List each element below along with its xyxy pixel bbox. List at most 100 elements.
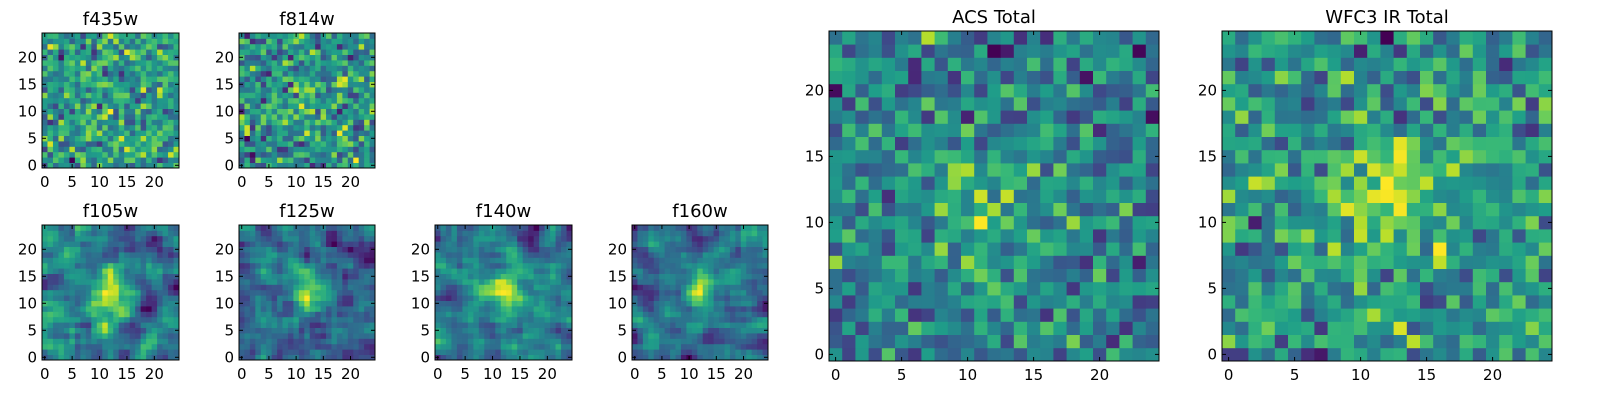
- heatmap-cell: [478, 338, 485, 345]
- heatmap-cell: [364, 92, 370, 99]
- heatmap-cell: [1235, 229, 1249, 243]
- heatmap-cell: [1053, 229, 1067, 243]
- heatmap-cell: [1222, 189, 1236, 203]
- heatmap-cell: [506, 289, 513, 296]
- heatmap-cell: [80, 284, 87, 291]
- heatmap-cell: [456, 268, 463, 274]
- heatmap-cell: [358, 124, 365, 131]
- heatmap-cell: [842, 334, 856, 349]
- heatmap-cell: [102, 130, 109, 136]
- heatmap-cell: [315, 119, 321, 126]
- heatmap-cell: [102, 33, 109, 39]
- heatmap-cell: [69, 49, 76, 55]
- heatmap-cell: [868, 110, 883, 124]
- heatmap-cell: [974, 347, 988, 362]
- heatmap-cell: [304, 157, 311, 163]
- heatmap-cell: [1119, 44, 1133, 58]
- heatmap-cell: [47, 327, 54, 334]
- heatmap-cell: [271, 225, 278, 231]
- heatmap-cell: [157, 33, 163, 39]
- heatmap-cell: [298, 119, 305, 126]
- heatmap-cell: [80, 70, 87, 77]
- heatmap-cell: [1261, 347, 1276, 362]
- heatmap-cell: [168, 141, 174, 147]
- heatmap-cell: [1093, 334, 1107, 349]
- heatmap-cell: [255, 284, 262, 291]
- heatmap-cell: [315, 49, 321, 55]
- heatmap-cell: [1261, 149, 1276, 164]
- heatmap-cell: [1093, 281, 1107, 296]
- heatmap-cell: [282, 124, 289, 131]
- heatmap-cell: [751, 246, 758, 253]
- heatmap-cell: [69, 295, 76, 301]
- heatmap-cell: [1354, 281, 1368, 296]
- heatmap-cell: [632, 252, 638, 258]
- heatmap-cell: [140, 92, 147, 99]
- heatmap-cell: [757, 349, 763, 355]
- heatmap-cell: [249, 81, 256, 88]
- heatmap-cell: [751, 241, 758, 247]
- heatmap-cell: [435, 279, 441, 285]
- heatmap-cell: [293, 349, 300, 355]
- heatmap-cell: [140, 235, 147, 242]
- heatmap-cell: [69, 268, 76, 274]
- heatmap-cell: [1314, 242, 1328, 256]
- heatmap-cell: [336, 311, 343, 318]
- heatmap-cell: [266, 49, 273, 55]
- heatmap-cell: [451, 343, 458, 350]
- heatmap-cell: [566, 311, 573, 318]
- heatmap-cell: [1248, 268, 1262, 283]
- heatmap-cell: [451, 262, 458, 269]
- heatmap-cell: [724, 246, 731, 253]
- heatmap-cell: [113, 333, 120, 339]
- heatmap-cell: [168, 225, 174, 231]
- heatmap-cell: [140, 246, 147, 253]
- heatmap-cell: [637, 333, 644, 339]
- heatmap-cell: [58, 268, 65, 274]
- heatmap-cell: [987, 268, 1001, 283]
- heatmap-cell: [364, 225, 370, 231]
- heatmap-cell: [566, 349, 573, 355]
- heatmap-cell: [961, 110, 975, 124]
- heatmap-cell: [947, 189, 962, 203]
- heatmap-cell: [697, 333, 704, 339]
- heatmap-cell: [239, 124, 245, 131]
- heatmap-cell: [511, 343, 518, 350]
- axes-frame: [434, 224, 573, 361]
- heatmap-cell: [829, 255, 843, 269]
- heatmap-cell: [168, 70, 174, 77]
- heatmap-cell: [336, 114, 343, 120]
- heatmap-cell: [304, 262, 311, 269]
- heatmap-cell: [326, 295, 332, 301]
- heatmap-cell: [500, 306, 507, 312]
- heatmap-cell: [102, 241, 109, 247]
- heatmap-cell: [686, 268, 693, 274]
- heatmap-cell: [91, 235, 98, 242]
- heatmap-cell: [157, 322, 163, 328]
- heatmap-cell: [135, 306, 142, 312]
- heatmap-cell: [63, 38, 70, 45]
- heatmap-cell: [1393, 334, 1408, 349]
- heatmap-cell: [140, 87, 147, 93]
- heatmap-cell: [829, 110, 843, 124]
- heatmap-cell: [277, 322, 283, 328]
- heatmap-cell: [555, 273, 562, 280]
- heatmap-cell: [489, 327, 496, 334]
- x-tick-label: 0: [237, 365, 247, 383]
- heatmap-cell: [829, 268, 843, 283]
- heatmap-cell: [762, 235, 769, 242]
- heatmap-cell: [670, 235, 676, 242]
- heatmap-cell: [118, 162, 125, 169]
- heatmap-cell: [118, 235, 125, 242]
- heatmap-cell: [124, 114, 131, 120]
- heatmap-cell: [63, 284, 70, 291]
- heatmap-cell: [277, 284, 283, 291]
- heatmap-cell: [675, 284, 682, 291]
- heatmap-cell: [762, 262, 769, 269]
- heatmap-cell: [364, 76, 370, 82]
- heatmap-cell: [637, 306, 644, 312]
- heatmap-cell: [157, 103, 163, 109]
- heatmap-cell: [1093, 83, 1107, 98]
- heatmap-cell: [74, 349, 81, 355]
- heatmap-cell: [566, 241, 573, 247]
